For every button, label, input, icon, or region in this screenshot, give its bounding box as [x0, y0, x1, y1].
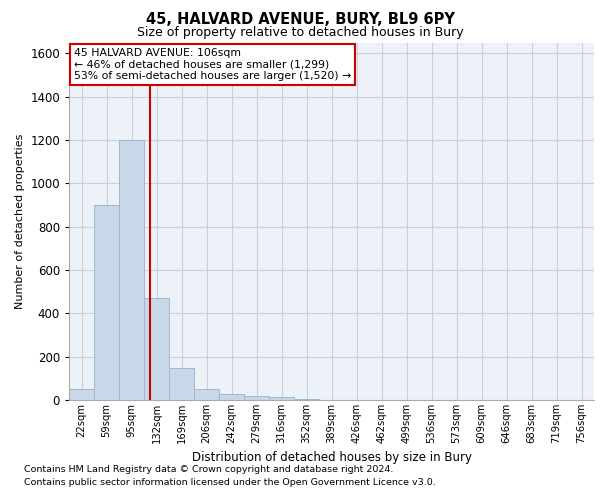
Bar: [94, 205, 119, 400]
Text: Contains public sector information licensed under the Open Government Licence v3: Contains public sector information licen…: [24, 478, 436, 487]
Y-axis label: Number of detached properties: Number of detached properties: [14, 134, 25, 309]
Text: Size of property relative to detached houses in Bury: Size of property relative to detached ho…: [137, 26, 463, 39]
Bar: [119, 140, 144, 400]
Text: 45, HALVARD AVENUE, BURY, BL9 6PY: 45, HALVARD AVENUE, BURY, BL9 6PY: [146, 12, 454, 28]
Bar: [219, 394, 244, 400]
Bar: [269, 397, 294, 400]
Text: Contains HM Land Registry data © Crown copyright and database right 2024.: Contains HM Land Registry data © Crown c…: [24, 466, 394, 474]
Text: 45 HALVARD AVENUE: 106sqm
← 46% of detached houses are smaller (1,299)
53% of se: 45 HALVARD AVENUE: 106sqm ← 46% of detac…: [74, 48, 352, 81]
X-axis label: Distribution of detached houses by size in Bury: Distribution of detached houses by size …: [191, 452, 472, 464]
Bar: [69, 389, 94, 400]
Bar: [194, 389, 219, 400]
Bar: [294, 399, 319, 400]
Bar: [244, 396, 269, 400]
Bar: [169, 368, 194, 400]
Bar: [144, 298, 169, 400]
